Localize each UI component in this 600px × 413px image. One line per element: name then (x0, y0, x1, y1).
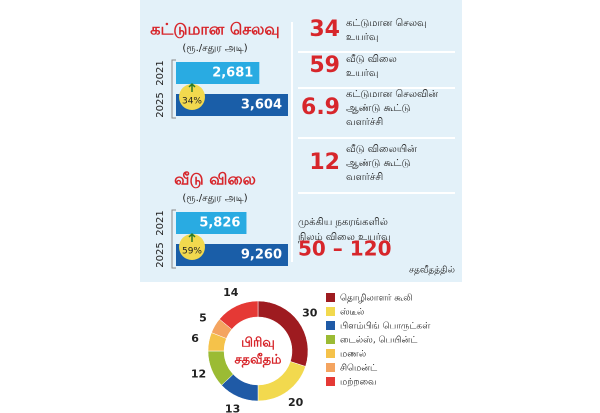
center-label: சதவீதம் (234, 352, 282, 368)
legend-swatch (326, 321, 335, 330)
segment-label: 12 (191, 368, 206, 381)
legend-swatch (326, 335, 335, 344)
segment-label: 5 (199, 311, 207, 324)
growth-badge (179, 234, 205, 260)
legend-label: மணல் (340, 350, 366, 360)
segment-label: 13 (225, 403, 240, 413)
legend-label: சிமென்ட் (340, 364, 378, 374)
growth-label: 59% (182, 247, 202, 257)
bar-label: 5,826 (199, 216, 240, 231)
year-label: 2021 (155, 60, 166, 85)
year-label: 2021 (155, 210, 166, 235)
growth-label: 34% (182, 97, 202, 107)
legend-swatch (326, 363, 335, 372)
stat-label: வீடு விலையின் ஆண்டு கூட்டு வளர்ச்சி (346, 144, 417, 183)
legend-swatch (326, 307, 335, 316)
arrow (188, 82, 196, 92)
legend-swatch (326, 349, 335, 358)
stat-label: கட்டுமான செலவின் ஆண்டு கூட்டு வளர்ச்சி (346, 89, 438, 128)
legend-swatch (326, 377, 335, 386)
stat-value: 50 – 120 (298, 237, 392, 261)
stat-label: வீடு விலை உயர்வு (346, 54, 397, 79)
bar-label: 2,681 (212, 66, 253, 81)
donut-segment (219, 300, 259, 330)
legend-label: தொழிலாளர் கூலி (340, 294, 412, 304)
growth-badge (179, 84, 205, 110)
stat-value: 6.9 (301, 95, 340, 120)
legend-label: ஸ்டீல் (340, 308, 364, 318)
legend-swatch (326, 293, 335, 302)
legend-label: பிளம்பிங் பொருட்கள் (340, 322, 431, 332)
unit: (ரூ./சதுர அடி) (182, 193, 247, 204)
year-label: 2025 (155, 92, 166, 117)
center-label: பிரிவு (241, 336, 275, 351)
stat-value: 12 (309, 150, 340, 175)
bar (176, 62, 260, 84)
segment-label: 20 (288, 396, 304, 409)
arrow (188, 232, 196, 242)
stats-unit: சதவீதத்தில் (409, 266, 455, 276)
bar-label: 3,604 (241, 98, 282, 113)
bar (176, 212, 247, 234)
bracket (171, 59, 176, 119)
legend-label: மற்றவை (340, 378, 377, 388)
stat-value: 34 (309, 17, 340, 42)
stat-label: கட்டுமான செலவு உயர்வு (346, 18, 427, 43)
bracket (171, 209, 176, 269)
section-title: வீடு விலை (174, 170, 256, 189)
stat-value: 59 (309, 53, 340, 78)
section-title: கட்டுமான செலவு (150, 20, 279, 39)
segment-label: 6 (191, 332, 199, 345)
legend-label: டைல்ஸ், பெயின்ட் (340, 336, 418, 346)
segment-label: 14 (223, 286, 239, 299)
unit: (ரூ./சதுர அடி) (182, 43, 247, 54)
year-label: 2025 (155, 242, 166, 267)
bar-label: 9,260 (241, 248, 282, 263)
segment-label: 30 (302, 306, 318, 319)
stat-label: முக்கிய நகரங்களில் நிலம் விலை உயர்வு (298, 217, 391, 243)
